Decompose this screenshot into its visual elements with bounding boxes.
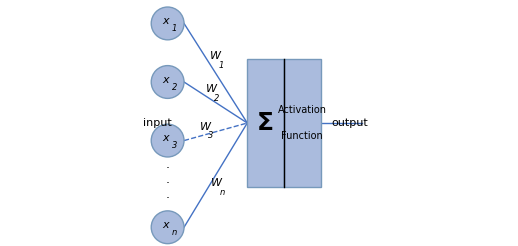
Circle shape bbox=[151, 124, 184, 157]
Text: W: W bbox=[199, 122, 211, 132]
Text: W: W bbox=[211, 178, 222, 188]
Circle shape bbox=[151, 7, 184, 40]
Text: 1: 1 bbox=[171, 24, 177, 33]
Text: W: W bbox=[206, 84, 217, 94]
Text: output: output bbox=[331, 118, 368, 128]
Circle shape bbox=[151, 211, 184, 244]
Text: Activation: Activation bbox=[278, 105, 327, 115]
Text: n: n bbox=[171, 228, 177, 237]
FancyBboxPatch shape bbox=[247, 59, 283, 187]
Text: 1: 1 bbox=[219, 61, 224, 70]
Circle shape bbox=[151, 66, 184, 98]
Text: x: x bbox=[163, 220, 169, 230]
Text: x: x bbox=[163, 75, 169, 85]
Text: 2: 2 bbox=[171, 83, 177, 92]
Text: ·
·
·: · · · bbox=[166, 162, 169, 205]
Text: 3: 3 bbox=[171, 141, 177, 150]
Text: x: x bbox=[163, 133, 169, 143]
Text: Function: Function bbox=[281, 131, 323, 141]
Text: n: n bbox=[220, 188, 225, 197]
FancyBboxPatch shape bbox=[283, 59, 321, 187]
Text: input: input bbox=[143, 118, 172, 128]
Text: Σ: Σ bbox=[257, 111, 274, 135]
Text: W: W bbox=[210, 51, 221, 61]
Text: 2: 2 bbox=[214, 94, 220, 103]
Text: x: x bbox=[163, 16, 169, 26]
Text: 3: 3 bbox=[208, 131, 213, 140]
